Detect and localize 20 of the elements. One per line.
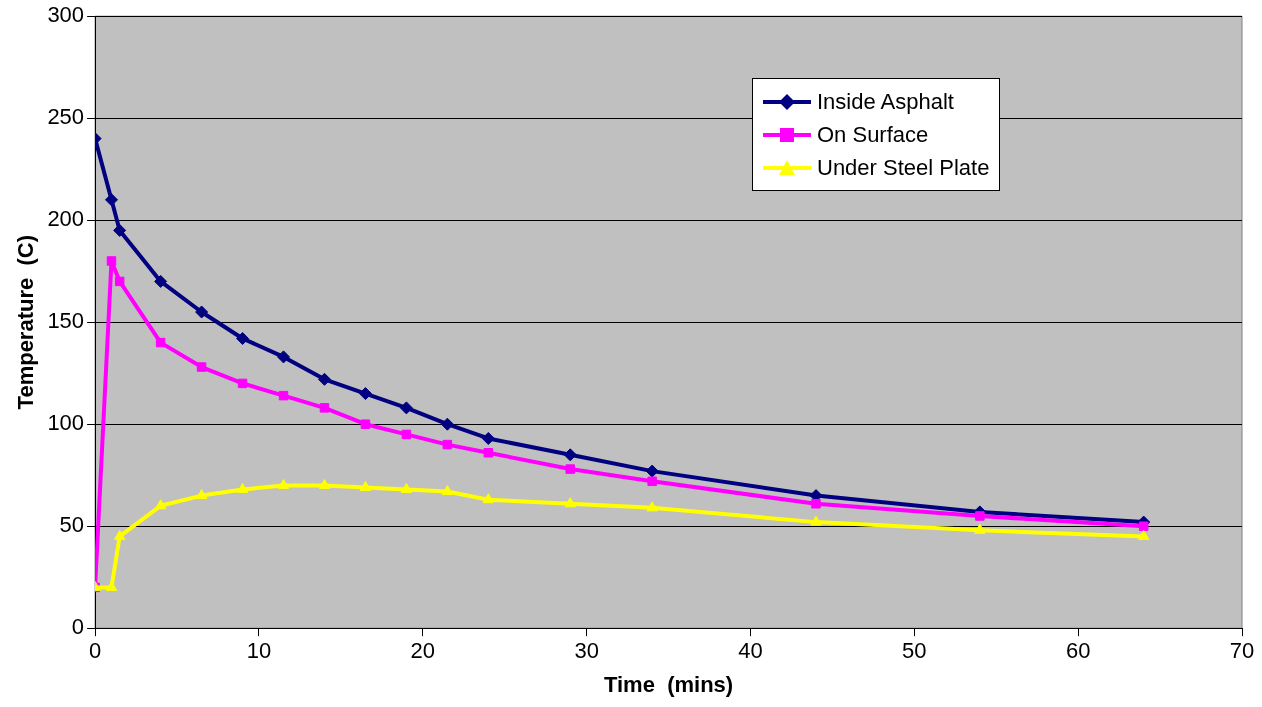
y-tick-label: 50: [59, 512, 85, 538]
legend-label: Under Steel Plate: [817, 154, 990, 182]
y-tick-label: 250: [47, 104, 85, 130]
y-tick-label: 200: [47, 206, 85, 232]
y-tick-label: 300: [47, 2, 85, 28]
legend-label: Inside Asphalt: [817, 88, 954, 116]
x-tick-label: 30: [574, 638, 599, 664]
x-tick-label: 10: [246, 638, 272, 664]
x-tick-label: 40: [738, 638, 763, 664]
y-tick-label: 100: [47, 410, 85, 436]
x-tick-label: 70: [1229, 638, 1255, 664]
y-axis-title: Temperature (C): [13, 235, 39, 410]
legend-label: On Surface: [817, 121, 929, 149]
x-tick-label: 0: [88, 638, 102, 664]
y-tick-label: 150: [47, 308, 85, 334]
y-tick-label: 0: [71, 614, 85, 640]
x-tick-label: 50: [902, 638, 927, 664]
x-axis-title: Time (mins): [603, 671, 734, 697]
x-tick-label: 60: [1065, 638, 1091, 664]
x-tick-label: 20: [410, 638, 436, 664]
